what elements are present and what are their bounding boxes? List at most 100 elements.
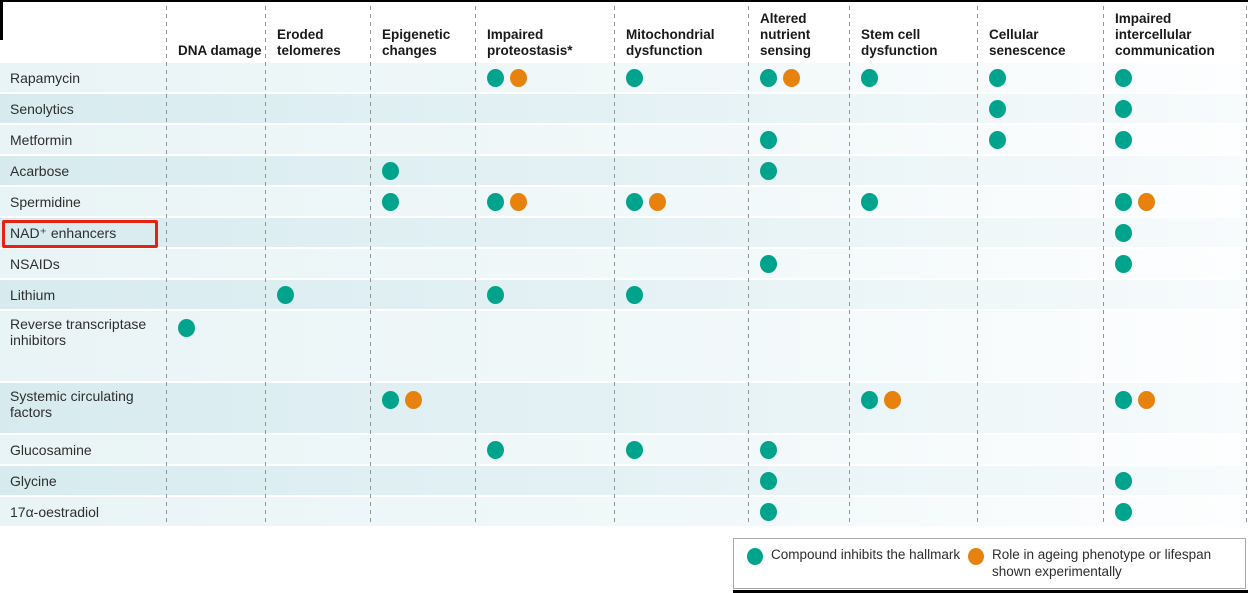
- inhibit-dot-icon: [626, 285, 643, 304]
- matrix-cell: [977, 383, 1103, 433]
- matrix-cell: [748, 249, 849, 278]
- matrix-cell: [977, 280, 1103, 309]
- row-label: Systemic circulating factors: [0, 383, 166, 433]
- column-header: Impaired proteostasis*: [487, 27, 573, 58]
- matrix-cell: [166, 280, 265, 309]
- inhibit-dot-icon: [178, 319, 195, 337]
- matrix-cell: [849, 63, 977, 92]
- matrix-cell: [977, 125, 1103, 154]
- inhibit-dot-icon: [861, 192, 878, 211]
- column-header: DNA damage: [178, 43, 262, 58]
- row-label-text: Glycine: [10, 472, 57, 489]
- frame-edge-bottom: [733, 590, 1248, 593]
- matrix-cell: [265, 383, 370, 433]
- matrix-cell: [475, 187, 614, 216]
- matrix-cell: [166, 311, 265, 381]
- row-label-text: Senolytics: [10, 100, 74, 117]
- matrix-cell: [849, 435, 977, 464]
- row-label-text: Rapamycin: [10, 69, 81, 86]
- row-label-text: Lithium: [10, 286, 56, 303]
- matrix-cell: [265, 156, 370, 185]
- matrix-cell: [265, 435, 370, 464]
- table-row: Glycine: [0, 466, 1248, 495]
- matrix-cell: [166, 497, 265, 526]
- matrix-cell: [265, 218, 370, 247]
- matrix-cell: [475, 311, 614, 381]
- matrix-cell: [166, 63, 265, 92]
- matrix-cell: [265, 187, 370, 216]
- legend-label-experimental: Role in ageing phenotype or lifespan sho…: [992, 547, 1212, 579]
- matrix-cell: [977, 156, 1103, 185]
- row-label: 17α-oestradiol: [0, 497, 166, 526]
- row-label: Rapamycin: [0, 63, 166, 92]
- matrix-cell: [1103, 218, 1248, 247]
- matrix-cell: [475, 249, 614, 278]
- table-row: Metformin: [0, 125, 1248, 154]
- inhibit-dot-icon: [747, 548, 763, 565]
- matrix-cell: [370, 94, 475, 123]
- experimental-dot-icon: [510, 192, 527, 211]
- inhibit-dot-icon: [382, 192, 399, 211]
- matrix-cell: [166, 383, 265, 433]
- inhibit-dot-icon: [760, 440, 777, 459]
- matrix-cell: [748, 311, 849, 381]
- column-header: Cellular senescence: [989, 27, 1066, 58]
- matrix-cell: [849, 156, 977, 185]
- matrix-cell: [849, 125, 977, 154]
- matrix-cell: [265, 94, 370, 123]
- experimental-dot-icon: [968, 548, 984, 565]
- column-header: Eroded telomeres: [277, 27, 341, 58]
- matrix-cell: [265, 280, 370, 309]
- table-row: Systemic circulating factors: [0, 383, 1248, 433]
- legend-item-inhibits: Compound inhibits the hallmark: [747, 546, 968, 565]
- experimental-dot-icon: [405, 391, 422, 409]
- matrix-cell: [977, 435, 1103, 464]
- table-row: Lithium: [0, 280, 1248, 309]
- matrix-cell: [849, 466, 977, 495]
- matrix-cell: [1103, 280, 1248, 309]
- table-row: Senolytics: [0, 94, 1248, 123]
- matrix-cell: [475, 125, 614, 154]
- matrix-cell: [370, 156, 475, 185]
- matrix-cell: [166, 249, 265, 278]
- matrix-cell: [1103, 311, 1248, 381]
- row-label-text: Metformin: [10, 131, 73, 148]
- matrix-cell: [614, 156, 748, 185]
- table-row: Spermidine: [0, 187, 1248, 216]
- matrix-cell: [849, 218, 977, 247]
- matrix-cell: [166, 218, 265, 247]
- matrix-cell: [614, 218, 748, 247]
- row-label: Glucosamine: [0, 435, 166, 464]
- matrix-cell: [748, 218, 849, 247]
- table-row: NAD⁺ enhancers: [0, 218, 1248, 248]
- matrix-cell: [475, 280, 614, 309]
- inhibit-dot-icon: [760, 130, 777, 149]
- matrix-cell: [166, 125, 265, 154]
- matrix-cell: [370, 383, 475, 433]
- matrix-cell: [849, 94, 977, 123]
- inhibit-dot-icon: [760, 68, 777, 87]
- matrix-cell: [614, 63, 748, 92]
- row-label: NAD⁺ enhancers: [0, 218, 166, 248]
- experimental-dot-icon: [1138, 192, 1155, 211]
- row-label: Acarbose: [0, 156, 166, 185]
- matrix-cell: [265, 125, 370, 154]
- matrix-cell: [977, 218, 1103, 247]
- matrix-cell: [166, 156, 265, 185]
- matrix-cell: [166, 187, 265, 216]
- matrix-cell: [166, 94, 265, 123]
- matrix-cell: [475, 383, 614, 433]
- matrix-cell: [614, 435, 748, 464]
- row-label: Senolytics: [0, 94, 166, 123]
- row-label-text: Spermidine: [10, 193, 81, 210]
- row-label-text: Acarbose: [10, 162, 70, 179]
- column-header: Stem cell dysfunction: [861, 27, 938, 58]
- table-row: Reverse transcriptase inhibitors: [0, 311, 1248, 381]
- inhibit-dot-icon: [861, 68, 878, 87]
- matrix-cell: [370, 187, 475, 216]
- matrix-cell: [748, 466, 849, 495]
- inhibit-dot-icon: [1115, 130, 1132, 149]
- row-label-text: NSAIDs: [10, 255, 60, 272]
- inhibit-dot-icon: [1115, 192, 1132, 211]
